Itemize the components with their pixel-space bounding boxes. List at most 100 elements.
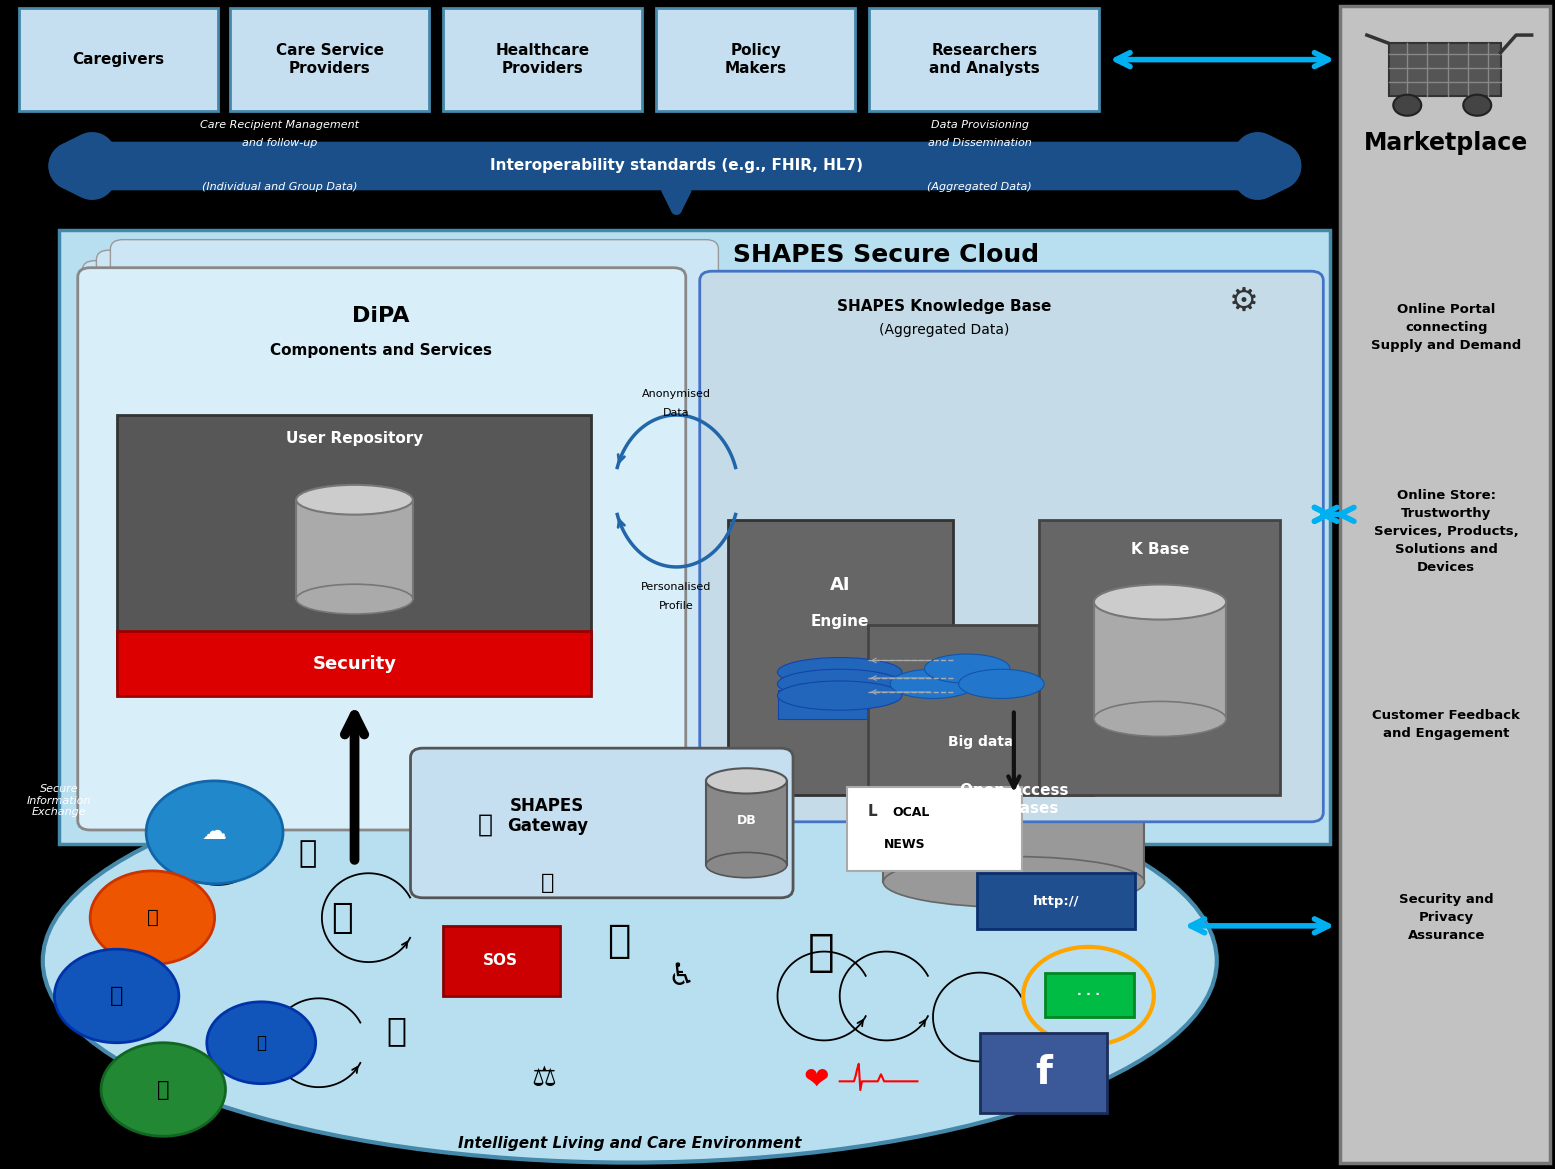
Bar bbox=[1340, 6, 1550, 1163]
Bar bbox=[656, 8, 855, 111]
Bar bbox=[443, 8, 642, 111]
Text: · · ·: · · · bbox=[1078, 988, 1099, 1002]
Text: DB: DB bbox=[737, 814, 756, 828]
Text: User Repository: User Repository bbox=[286, 431, 423, 445]
Text: and follow-up: and follow-up bbox=[243, 138, 317, 147]
FancyBboxPatch shape bbox=[110, 240, 718, 802]
Bar bbox=[1095, 602, 1227, 719]
Circle shape bbox=[207, 1002, 316, 1084]
Bar bbox=[230, 8, 429, 111]
Text: Healthcare
Providers: Healthcare Providers bbox=[496, 43, 589, 76]
Text: http://: http:// bbox=[1033, 894, 1079, 908]
Text: Components and Services: Components and Services bbox=[271, 344, 491, 358]
Text: Online Portal
connecting
Supply and Demand: Online Portal connecting Supply and Dema… bbox=[1372, 303, 1521, 352]
Bar bbox=[977, 873, 1135, 929]
Circle shape bbox=[146, 781, 283, 884]
Bar bbox=[297, 500, 414, 599]
Text: ❤: ❤ bbox=[804, 1067, 829, 1095]
Text: 💉: 💉 bbox=[541, 872, 554, 893]
Text: Online Store:
Trustworthy
Services, Products,
Solutions and
Devices: Online Store: Trustworthy Services, Prod… bbox=[1373, 490, 1519, 574]
Text: 🚌: 🚌 bbox=[110, 985, 123, 1007]
Text: SHAPES Knowledge Base: SHAPES Knowledge Base bbox=[837, 299, 1051, 313]
Bar bbox=[869, 8, 1099, 111]
Text: 👥: 👥 bbox=[146, 908, 159, 927]
Bar bbox=[1045, 973, 1134, 1017]
Bar bbox=[847, 787, 1022, 871]
Text: Intelligent Living and Care Environment: Intelligent Living and Care Environment bbox=[459, 1136, 801, 1150]
Ellipse shape bbox=[924, 655, 1011, 683]
FancyBboxPatch shape bbox=[96, 250, 704, 812]
Text: AI: AI bbox=[829, 575, 851, 594]
Ellipse shape bbox=[297, 485, 414, 514]
Text: SOS: SOS bbox=[484, 954, 518, 968]
Ellipse shape bbox=[889, 669, 977, 699]
Ellipse shape bbox=[778, 680, 902, 710]
Text: Personalised: Personalised bbox=[641, 582, 712, 592]
Ellipse shape bbox=[958, 669, 1045, 699]
Bar bbox=[778, 690, 902, 719]
Text: ⌚: ⌚ bbox=[257, 1033, 266, 1052]
Circle shape bbox=[1393, 95, 1421, 116]
Bar bbox=[980, 1033, 1107, 1113]
Text: Data Provisioning: Data Provisioning bbox=[930, 120, 1029, 130]
Ellipse shape bbox=[883, 687, 1144, 738]
Text: Anonymised: Anonymised bbox=[642, 389, 711, 399]
Bar bbox=[883, 712, 1144, 881]
Text: 🚶: 🚶 bbox=[606, 922, 631, 960]
Bar bbox=[443, 926, 560, 996]
Text: f: f bbox=[1036, 1054, 1051, 1092]
Text: 🌿: 🌿 bbox=[157, 1079, 169, 1100]
Bar bbox=[1389, 43, 1501, 96]
Ellipse shape bbox=[1093, 584, 1227, 620]
Text: Care Recipient Management: Care Recipient Management bbox=[201, 120, 359, 130]
Ellipse shape bbox=[706, 768, 787, 794]
Ellipse shape bbox=[44, 760, 1218, 1162]
FancyBboxPatch shape bbox=[78, 268, 686, 830]
Text: (Individual and Group Data): (Individual and Group Data) bbox=[202, 182, 358, 192]
Text: SHAPES
Gateway: SHAPES Gateway bbox=[507, 796, 588, 836]
Text: Security: Security bbox=[313, 655, 397, 673]
Text: Customer Feedback
and Engagement: Customer Feedback and Engagement bbox=[1372, 710, 1521, 740]
Ellipse shape bbox=[778, 657, 902, 686]
Circle shape bbox=[101, 1043, 225, 1136]
Text: Data: Data bbox=[662, 408, 690, 417]
Text: (Aggregated Data): (Aggregated Data) bbox=[879, 323, 1009, 337]
Circle shape bbox=[90, 871, 215, 964]
Text: DiPA: DiPA bbox=[353, 305, 409, 326]
Bar bbox=[59, 230, 1330, 844]
Text: Big data: Big data bbox=[949, 735, 1014, 749]
Text: (Aggregated Data): (Aggregated Data) bbox=[927, 182, 1033, 192]
Text: 🤖: 🤖 bbox=[807, 932, 835, 974]
Text: ☁: ☁ bbox=[202, 821, 227, 844]
Bar bbox=[19, 8, 218, 111]
FancyBboxPatch shape bbox=[700, 271, 1323, 822]
Ellipse shape bbox=[778, 669, 902, 698]
Text: Open Access
Databases: Open Access Databases bbox=[959, 783, 1068, 816]
Text: Profile: Profile bbox=[659, 601, 694, 610]
Circle shape bbox=[1463, 95, 1491, 116]
Text: and Dissemination: and Dissemination bbox=[928, 138, 1031, 147]
Ellipse shape bbox=[883, 857, 1144, 907]
Bar bbox=[1039, 520, 1280, 795]
Text: ♿: ♿ bbox=[667, 962, 695, 990]
Text: SHAPES Secure Cloud: SHAPES Secure Cloud bbox=[734, 243, 1039, 267]
Text: 💻: 💻 bbox=[331, 900, 353, 935]
Text: L: L bbox=[868, 804, 877, 819]
Text: Security and
Privacy
Assurance: Security and Privacy Assurance bbox=[1400, 893, 1493, 942]
Ellipse shape bbox=[1093, 701, 1227, 736]
Text: NEWS: NEWS bbox=[885, 837, 925, 851]
Text: OCAL: OCAL bbox=[893, 805, 930, 819]
Ellipse shape bbox=[297, 584, 414, 614]
Bar bbox=[117, 415, 591, 678]
Text: Marketplace: Marketplace bbox=[1364, 131, 1529, 154]
FancyBboxPatch shape bbox=[411, 748, 793, 898]
Text: Researchers
and Analysts: Researchers and Analysts bbox=[928, 43, 1040, 76]
Text: ⚙: ⚙ bbox=[1228, 285, 1260, 318]
Text: 📱: 📱 bbox=[387, 1015, 406, 1047]
Text: 📷: 📷 bbox=[477, 812, 493, 836]
Ellipse shape bbox=[706, 852, 787, 878]
Bar bbox=[728, 520, 953, 795]
Text: ⚖: ⚖ bbox=[532, 1064, 557, 1092]
Text: Caregivers: Caregivers bbox=[72, 53, 165, 67]
Bar bbox=[868, 625, 1093, 795]
